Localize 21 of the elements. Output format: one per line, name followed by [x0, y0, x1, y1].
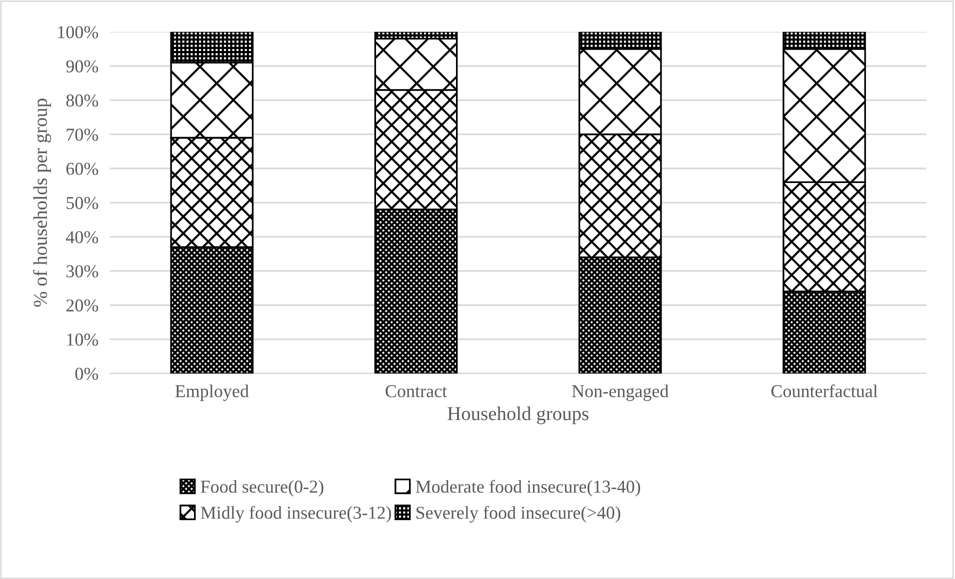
x-axis-title: Household groups: [448, 406, 588, 424]
legend-label: Moderate food insecure(13-40): [416, 480, 640, 496]
x-tick-label: Counterfactual: [771, 384, 878, 398]
legend-label: Severely food insecure(>40): [416, 506, 620, 523]
y-tick-label: 10%: [67, 334, 98, 346]
y-tick-label: 50%: [66, 196, 98, 210]
y-tick-label: 60%: [66, 162, 98, 175]
y-tick-label: 90%: [66, 60, 98, 73]
y-tick-label: 0%: [75, 368, 98, 380]
y-tick-label: 80%: [66, 94, 98, 107]
y-axis-title: % of households per group: [33, 98, 52, 307]
y-tick-label: 100%: [58, 26, 98, 38]
legend-label: Food secure(0-2): [200, 480, 324, 496]
y-tick-label: 40%: [66, 231, 98, 244]
x-tick-label: Employed: [175, 384, 249, 401]
legend-label: Midly food insecure(3-12): [200, 506, 392, 523]
y-tick-label: 20%: [66, 299, 98, 312]
x-tick-label: Contract: [386, 385, 447, 398]
x-tick-label: Non-engaged: [572, 384, 669, 401]
y-tick-label: 30%: [66, 265, 98, 278]
y-tick-label: 70%: [66, 128, 98, 141]
